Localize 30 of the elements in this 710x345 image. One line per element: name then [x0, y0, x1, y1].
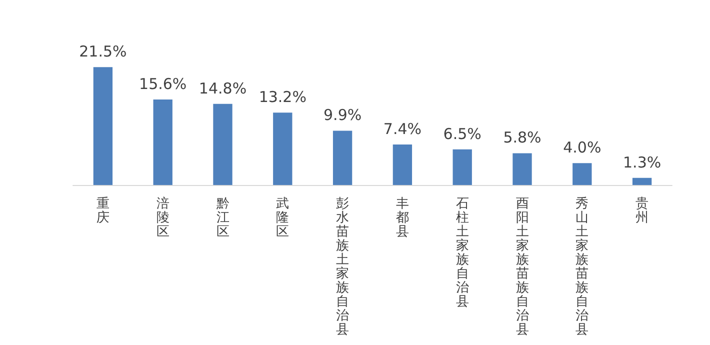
- bar: [572, 163, 592, 185]
- x-tick-label: 贵州: [636, 196, 649, 226]
- x-tick-label: 重庆: [96, 196, 110, 226]
- category-label: 秀山土家族苗族自治县: [576, 196, 589, 338]
- x-tick-label: 涪陵区: [156, 196, 170, 240]
- data-label: 4.0%: [563, 138, 602, 157]
- data-label: 6.5%: [443, 124, 482, 143]
- bar: [273, 112, 292, 185]
- category-label: 酉阳土家族苗族自治县: [516, 196, 529, 338]
- x-tick-label: 石柱土家族自治县: [456, 196, 469, 310]
- data-label: 15.6%: [139, 75, 187, 94]
- x-tick-label: 黔江区: [215, 196, 230, 240]
- data-label: 13.2%: [258, 88, 306, 106]
- x-tick-label: 丰都县: [396, 196, 409, 240]
- bar: [93, 67, 113, 185]
- category-label: 彭水苗族土家族自治县: [336, 196, 350, 338]
- x-tick-label: 武隆区: [276, 196, 290, 240]
- bar: [452, 149, 472, 185]
- bar: [392, 144, 412, 185]
- bar: [213, 104, 232, 185]
- data-label: 9.9%: [323, 106, 362, 124]
- data-label: 1.3%: [622, 153, 662, 172]
- bar: [512, 153, 532, 185]
- bar: [332, 130, 352, 185]
- bar: [632, 178, 652, 185]
- data-label: 14.8%: [198, 79, 247, 98]
- data-label: 21.5%: [79, 42, 127, 61]
- data-label: 5.8%: [503, 128, 542, 147]
- bar: [153, 100, 172, 185]
- data-label: 7.4%: [383, 120, 422, 138]
